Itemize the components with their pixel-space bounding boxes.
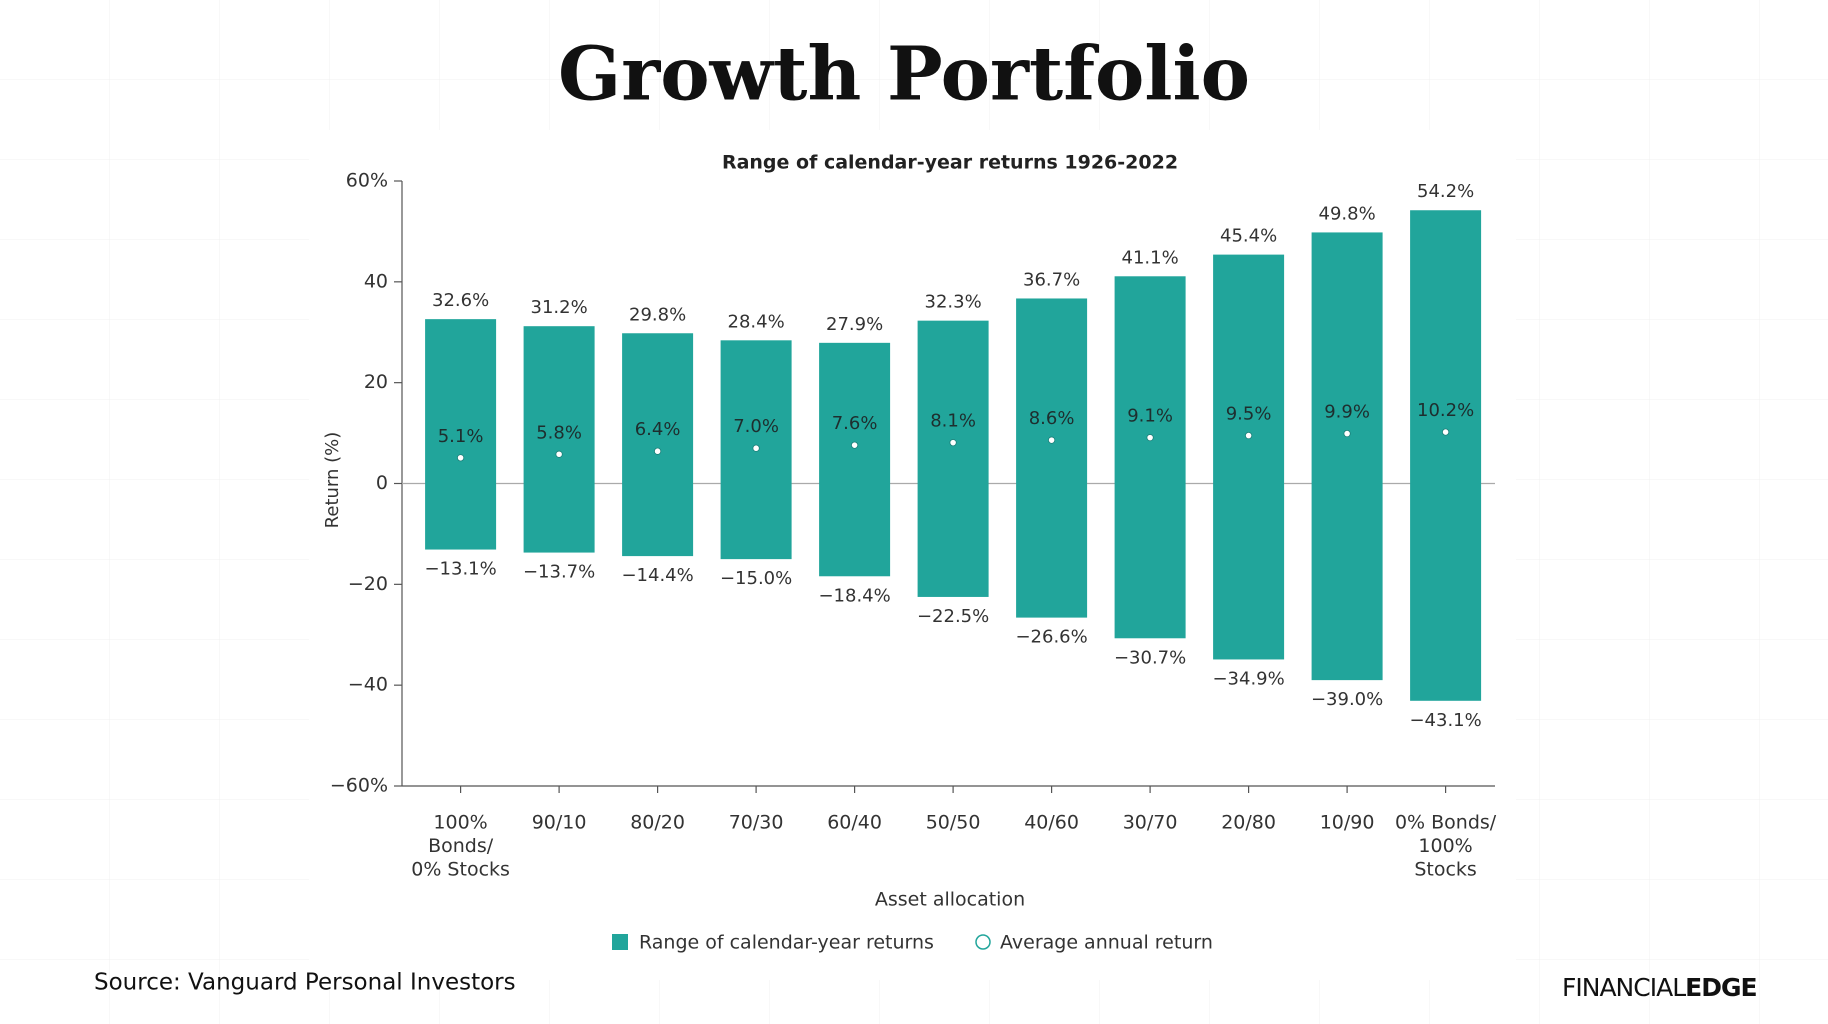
low-label: −18.4% (818, 585, 890, 606)
average-dot (1343, 429, 1351, 438)
legend-marker (975, 934, 991, 950)
range-bar (523, 326, 595, 553)
y-tick-label: −40 (348, 674, 388, 696)
x-tick-label: 90/10 (532, 812, 587, 834)
high-label: 41.1% (1122, 247, 1179, 268)
y-tick-label: 0 (376, 472, 388, 494)
x-tick-label: 10/90 (1320, 812, 1375, 834)
logo-right: EDGE (1685, 973, 1756, 1002)
low-label: −13.7% (523, 562, 595, 583)
y-tick-label: 20 (364, 371, 388, 393)
range-bar (917, 320, 989, 597)
average-dot (752, 444, 760, 452)
y-tick-label: 40 (364, 270, 388, 292)
high-label: 27.9% (826, 314, 883, 335)
high-label: 32.3% (925, 292, 982, 313)
average-label: 10.2% (1417, 400, 1474, 421)
x-axis-label: Asset allocation (875, 889, 1025, 911)
high-label: 28.4% (728, 311, 785, 332)
low-label: −22.5% (917, 606, 989, 627)
low-label: −43.1% (1409, 710, 1481, 731)
average-label: 5.8% (536, 422, 582, 443)
x-tick-label: 30/70 (1123, 812, 1178, 834)
average-dot (1442, 428, 1450, 436)
average-label: 9.1% (1127, 406, 1173, 427)
x-tick-label: 60/40 (827, 812, 882, 834)
average-label: 8.6% (1029, 408, 1075, 429)
average-dot (850, 441, 859, 449)
average-label: 8.1% (930, 411, 976, 432)
chart-subtitle: Range of calendar-year returns 1926-2022 (722, 152, 1178, 174)
y-tick-label: 60% (346, 170, 388, 192)
low-label: −13.1% (424, 559, 496, 580)
x-tick-label: 70/30 (729, 812, 784, 834)
x-tick-label: 40/60 (1024, 812, 1079, 834)
average-dot (1048, 436, 1056, 444)
x-tick-label: 0% Bonds/ (1395, 812, 1497, 834)
high-label: 29.8% (629, 304, 686, 325)
x-tick-label: 100% (433, 812, 487, 834)
y-tick-label: −60% (330, 775, 388, 797)
low-label: −39.0% (1311, 689, 1383, 710)
high-label: 31.2% (531, 297, 588, 318)
average-label: 7.0% (733, 416, 779, 437)
chart-title: Growth Portfolio (558, 32, 1250, 118)
average-dot (456, 454, 465, 462)
average-label: 9.5% (1226, 404, 1272, 425)
range-bar (1016, 298, 1088, 618)
range-bar (1213, 254, 1285, 660)
high-label: 36.7% (1023, 269, 1080, 290)
x-tick-label: 0% Stocks (411, 859, 510, 881)
range-bar (1410, 210, 1482, 701)
source-note: Source: Vanguard Personal Investors (94, 970, 516, 996)
legend-label: Range of calendar-year returns (639, 932, 934, 954)
low-label: −30.7% (1114, 647, 1186, 668)
average-dot (555, 450, 563, 458)
low-label: −14.4% (621, 565, 693, 586)
range-bar (1311, 232, 1383, 681)
range-bar (1114, 276, 1186, 639)
average-label: 9.9% (1324, 402, 1370, 423)
high-label: 49.8% (1319, 203, 1376, 224)
average-label: 7.6% (832, 413, 878, 434)
x-tick-label: Stocks (1414, 859, 1476, 881)
logo: FINANCIALEDGE (1562, 973, 1757, 1002)
low-label: −34.9% (1212, 668, 1284, 689)
average-dot (653, 447, 662, 455)
range-bar (425, 319, 497, 550)
high-label: 54.2% (1417, 181, 1474, 202)
x-tick-label: Bonds/ (428, 835, 494, 857)
average-dot (1146, 434, 1154, 442)
x-tick-label: 100% (1418, 835, 1472, 857)
x-tick-label: 50/50 (926, 812, 981, 834)
average-dot (1245, 432, 1253, 440)
high-label: 32.6% (432, 290, 489, 311)
average-dot (949, 439, 957, 447)
range-bar (622, 333, 694, 557)
low-label: −26.6% (1015, 627, 1087, 648)
high-label: 45.4% (1220, 226, 1277, 247)
x-tick-label: 20/80 (1221, 812, 1276, 834)
y-tick-label: −20 (348, 573, 388, 595)
average-label: 5.1% (438, 426, 484, 447)
average-label: 6.4% (635, 419, 681, 440)
y-axis-label: Return (%) (322, 432, 343, 529)
range-bar (819, 342, 891, 577)
x-tick-label: 80/20 (630, 812, 685, 834)
logo-left: FINANCIAL (1562, 973, 1686, 1002)
low-label: −15.0% (720, 568, 792, 589)
legend-swatch (612, 934, 628, 950)
legend-label: Average annual return (1000, 932, 1213, 954)
